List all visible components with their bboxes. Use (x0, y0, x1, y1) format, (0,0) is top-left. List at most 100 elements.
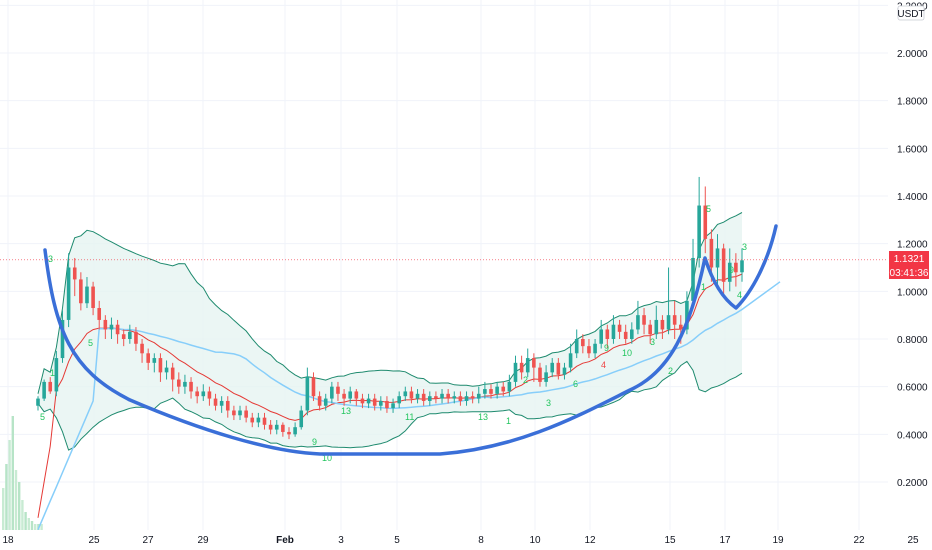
time-tick-label: 3 (338, 535, 344, 546)
candle-body (611, 324, 616, 339)
candle-body (452, 396, 457, 399)
candle-body (281, 424, 285, 432)
cup-and-handle-drawing[interactable] (43, 224, 778, 456)
candle-body (507, 381, 512, 392)
volume-bars (2, 416, 43, 530)
price-tick-label: 0.6000 (897, 383, 928, 394)
candle-body (599, 329, 603, 344)
candle-body (513, 362, 518, 382)
candle-body (121, 334, 126, 339)
time-tick-label: 18 (2, 535, 14, 546)
candle-body (128, 331, 132, 339)
candle-body (177, 379, 181, 387)
candle-body (66, 267, 71, 320)
td-count-label: 9 (604, 343, 609, 353)
candle-body (262, 417, 267, 425)
candle-body (421, 393, 426, 401)
candle-body (623, 331, 628, 339)
candle-body (544, 372, 548, 382)
candle-body (562, 367, 567, 375)
volume-bar (34, 524, 37, 530)
time-tick-label: 29 (197, 535, 209, 546)
candle-body (85, 286, 89, 304)
candle-body (697, 205, 701, 258)
volume-bar (11, 416, 14, 530)
time-tick-label: Feb (276, 535, 294, 546)
td-count-label: 3 (742, 242, 747, 252)
td-count-label: 4 (601, 360, 606, 370)
candle-body (703, 205, 708, 239)
volume-bar (21, 500, 24, 530)
bollinger-lower (37, 360, 743, 451)
candle-body (293, 427, 297, 435)
candle-body (274, 424, 279, 430)
price-tick-label: 1.2000 (897, 240, 928, 251)
candle-body (250, 417, 255, 423)
td-count-label: 2 (668, 366, 673, 376)
candle-body (189, 381, 193, 392)
currency-text: USDT (897, 9, 924, 20)
candle-body (287, 431, 291, 435)
time-axis-bg (0, 530, 932, 550)
td-count-label: 5 (88, 338, 93, 348)
pattern-curve[interactable] (43, 224, 778, 456)
candle-body (91, 286, 95, 309)
volume-bar (8, 440, 11, 530)
candle-body (213, 398, 218, 406)
candle-body (660, 319, 665, 330)
time-tick-label: 19 (772, 535, 784, 546)
volume-bar (5, 464, 8, 530)
td-count-label: 13 (478, 412, 488, 422)
candle-body (678, 324, 683, 330)
time-tick-label: 10 (529, 535, 541, 546)
time-tick-label: 17 (719, 535, 731, 546)
candle-body (158, 358, 163, 373)
time-tick-label: 27 (142, 535, 154, 546)
candle-body (721, 248, 726, 282)
candle-body (556, 362, 561, 375)
candle-body (323, 398, 328, 406)
candle-body (42, 381, 46, 399)
candle-body (636, 315, 640, 330)
td-count-label: 9 (312, 437, 317, 447)
candle-body (140, 343, 144, 354)
td-count-label: 1 (701, 282, 706, 292)
candle-body (109, 324, 114, 330)
candle-body (581, 339, 585, 347)
price-tick-label: 0.4000 (897, 430, 928, 441)
candle-body (648, 324, 652, 335)
candle-body (54, 358, 59, 392)
candle-body (170, 367, 175, 380)
candle-body (617, 324, 622, 332)
candle-body (366, 398, 371, 404)
td-count-label: 3 (48, 254, 53, 264)
time-axis[interactable]: 18 25 27 29 Feb 3 5 8 10 12 15 17 19 22 25 (2, 535, 919, 546)
volume-bar (27, 518, 30, 530)
candle-body (605, 329, 610, 339)
candle-body (79, 279, 83, 304)
ema-fast (37, 273, 743, 518)
candle-body (470, 396, 475, 399)
candle-body (207, 391, 212, 399)
td-count-label: 13 (341, 406, 351, 416)
candle-body (483, 389, 487, 394)
candle-body (427, 396, 432, 401)
candle-body (360, 398, 365, 404)
candle-body (489, 389, 493, 394)
candle-body (397, 396, 401, 404)
td-count-label: 3 (650, 337, 655, 347)
candle-body (727, 262, 732, 282)
candle-body (268, 424, 273, 430)
candle-body (195, 391, 199, 397)
candle-body (48, 381, 53, 392)
candle-body (342, 393, 346, 399)
td-count-label: 10 (622, 348, 632, 358)
price-tick-label: 0.8000 (897, 335, 928, 346)
candle-body (60, 319, 65, 359)
candle-body (317, 396, 322, 406)
td-count-label: 1 (50, 368, 55, 378)
candle-body (691, 257, 695, 301)
candle-body (666, 315, 671, 330)
